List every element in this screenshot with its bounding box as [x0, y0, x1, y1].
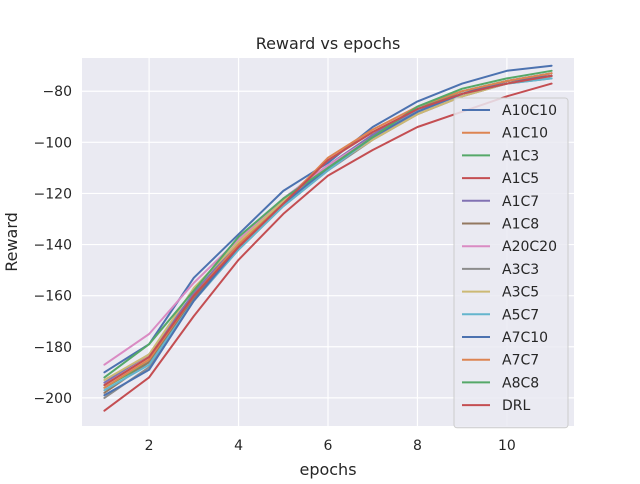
x-axis-label: epochs	[299, 460, 356, 479]
y-tick-label: −180	[34, 340, 72, 356]
x-tick-label: 10	[498, 438, 516, 454]
x-tick-label: 6	[324, 438, 333, 454]
series-lines	[103, 64, 553, 412]
y-tick-label: −80	[42, 84, 72, 100]
legend-label: A8C8	[502, 375, 539, 391]
legend-label: A3C5	[502, 285, 539, 301]
legend-box	[453, 97, 569, 429]
y-tick-label: −120	[34, 186, 72, 202]
legend-label: A7C10	[502, 330, 548, 346]
series-line-a8c8	[103, 69, 553, 379]
x-tick-label: 2	[145, 438, 154, 454]
y-tick-label: −100	[34, 135, 72, 151]
legend-label: A20C20	[502, 239, 557, 255]
legend-label: A1C5	[502, 171, 539, 187]
legend-label: A1C8	[502, 217, 539, 233]
y-tick-label: −200	[34, 391, 72, 407]
y-tick-labels: −200 −180 −160 −140 −120 −100 −80	[34, 84, 72, 407]
x-tick-labels: 2 4 6 8 10	[145, 438, 516, 454]
legend-label: A3C3	[502, 262, 539, 278]
y-tick-label: −140	[34, 238, 72, 254]
x-tick-label: 8	[413, 438, 422, 454]
legend-label: A1C10	[502, 126, 548, 142]
legend-label: A1C7	[502, 194, 539, 210]
y-axis-label: Reward	[2, 212, 21, 272]
legend-label: A7C7	[502, 353, 539, 369]
chart-title: Reward vs epochs	[256, 34, 401, 53]
legend-label: A1C3	[502, 148, 539, 164]
legend: A10C10 A1C10 A1C3 A1C5 A1C7 A1C8 A20C20 A3C3 A3C…	[453, 97, 569, 429]
x-tick-label: 4	[234, 438, 243, 454]
legend-label: A10C10	[502, 103, 557, 119]
series-line-drl	[103, 74, 553, 387]
legend-label: DRL	[502, 398, 531, 414]
y-tick-label: −160	[34, 289, 72, 305]
legend-label: A5C7	[502, 307, 539, 323]
